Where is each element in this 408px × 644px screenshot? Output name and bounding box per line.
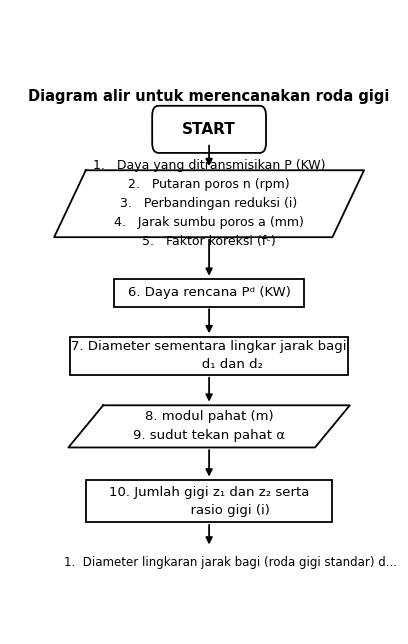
Text: Diagram alir untuk merencanakan roda gigi: Diagram alir untuk merencanakan roda gig… [29, 89, 390, 104]
Text: 6. Daya rencana Pᵈ (KW): 6. Daya rencana Pᵈ (KW) [128, 287, 290, 299]
FancyBboxPatch shape [152, 106, 266, 153]
FancyBboxPatch shape [70, 337, 348, 375]
Text: 1.  Diameter lingkaran jarak bagi (roda gigi standar) d...: 1. Diameter lingkaran jarak bagi (roda g… [64, 556, 397, 569]
Text: 7. Diameter sementara lingkar jarak bagi
           d₁ dan d₂: 7. Diameter sementara lingkar jarak bagi… [71, 341, 347, 372]
Text: 8. modul pahat (m)
9. sudut tekan pahat α: 8. modul pahat (m) 9. sudut tekan pahat … [133, 410, 285, 442]
Text: 10. Jumlah gigi z₁ dan z₂ serta
          rasio gigi (i): 10. Jumlah gigi z₁ dan z₂ serta rasio gi… [109, 486, 309, 516]
Text: 1.   Daya yang ditransmisikan P (KW)
2.   Putaran poros n (rpm)
3.   Perbandinga: 1. Daya yang ditransmisikan P (KW) 2. Pu… [93, 159, 325, 248]
Polygon shape [54, 170, 364, 237]
FancyBboxPatch shape [86, 480, 333, 522]
Text: START: START [182, 122, 236, 137]
Polygon shape [69, 405, 350, 448]
FancyBboxPatch shape [114, 279, 304, 307]
